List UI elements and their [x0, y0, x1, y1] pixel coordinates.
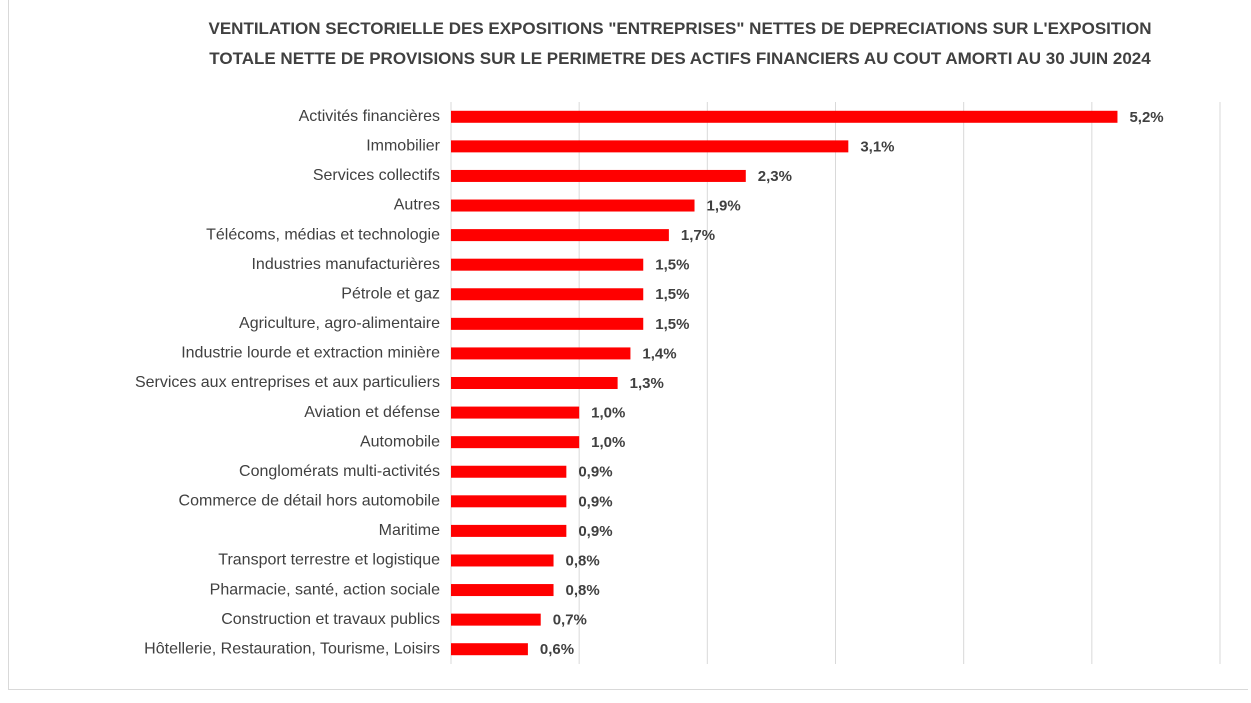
data-label: 0,8%: [566, 582, 600, 599]
bar: [451, 288, 644, 301]
y-tick-label: Conglomérats multi-activités: [239, 463, 440, 480]
data-label: 0,8%: [566, 552, 600, 569]
bar: [451, 554, 554, 567]
data-label: 0,9%: [578, 523, 612, 540]
y-tick-label: Agriculture, agro-alimentaire: [239, 315, 440, 332]
bar: [451, 169, 746, 182]
y-tick-label: Pharmacie, santé, action sociale: [210, 581, 440, 598]
data-label: 1,4%: [642, 345, 676, 362]
data-label: 0,6%: [540, 641, 574, 658]
y-tick-label: Services collectifs: [313, 167, 440, 184]
y-tick-label: Construction et travaux publics: [221, 611, 440, 628]
bar: [451, 229, 669, 242]
y-tick-label: Activités financières: [299, 108, 440, 125]
data-label: 1,5%: [655, 286, 689, 303]
bar: [451, 584, 554, 597]
bar: [451, 465, 567, 478]
data-label: 0,9%: [578, 464, 612, 481]
data-label: 1,5%: [655, 316, 689, 333]
y-tick-label: Immobilier: [366, 138, 440, 155]
y-tick-label: Hôtellerie, Restauration, Tourisme, Lois…: [144, 640, 440, 657]
bar: [451, 495, 567, 508]
data-label: 2,3%: [758, 168, 792, 185]
data-label: 1,3%: [630, 375, 664, 392]
chart-title: VENTILATION SECTORIELLE DES EXPOSITIONS …: [208, 19, 1152, 68]
y-tick-label: Autres: [394, 197, 440, 214]
data-label: 1,0%: [591, 405, 625, 422]
bar: [451, 643, 528, 656]
y-tick-label: Aviation et défense: [304, 404, 440, 421]
bar: [451, 317, 644, 330]
bar: [451, 613, 541, 626]
bar: [451, 406, 580, 419]
y-tick-label: Services aux entreprises et aux particul…: [135, 374, 440, 391]
bar: [451, 347, 631, 360]
bar: [451, 377, 618, 389]
y-tick-label: Transport terrestre et logistique: [218, 552, 440, 569]
bar: [451, 110, 1118, 123]
bar: [451, 258, 644, 271]
data-label: 1,9%: [707, 197, 741, 214]
y-tick-label: Pétrole et gaz: [341, 285, 440, 302]
bar: [451, 524, 567, 537]
y-tick-label: Télécoms, médias et technologie: [206, 226, 440, 243]
data-label: 5,2%: [1129, 109, 1163, 126]
y-tick-label: Commerce de détail hors automobile: [179, 493, 441, 510]
data-label: 0,7%: [553, 612, 587, 629]
data-label: 1,0%: [591, 434, 625, 451]
y-tick-label: Maritime: [379, 522, 440, 539]
data-label: 0,9%: [578, 493, 612, 510]
bar: [451, 199, 695, 212]
bar: [451, 436, 580, 449]
y-tick-label: Industrie lourde et extraction minière: [181, 345, 440, 362]
data-label: 3,1%: [860, 138, 894, 155]
data-label: 1,5%: [655, 257, 689, 274]
chart-frame: [8, 0, 1248, 690]
bar: [451, 140, 849, 153]
data-label: 1,7%: [681, 227, 715, 244]
y-tick-label: Industries manufacturières: [251, 256, 440, 273]
y-tick-label: Automobile: [360, 433, 440, 450]
